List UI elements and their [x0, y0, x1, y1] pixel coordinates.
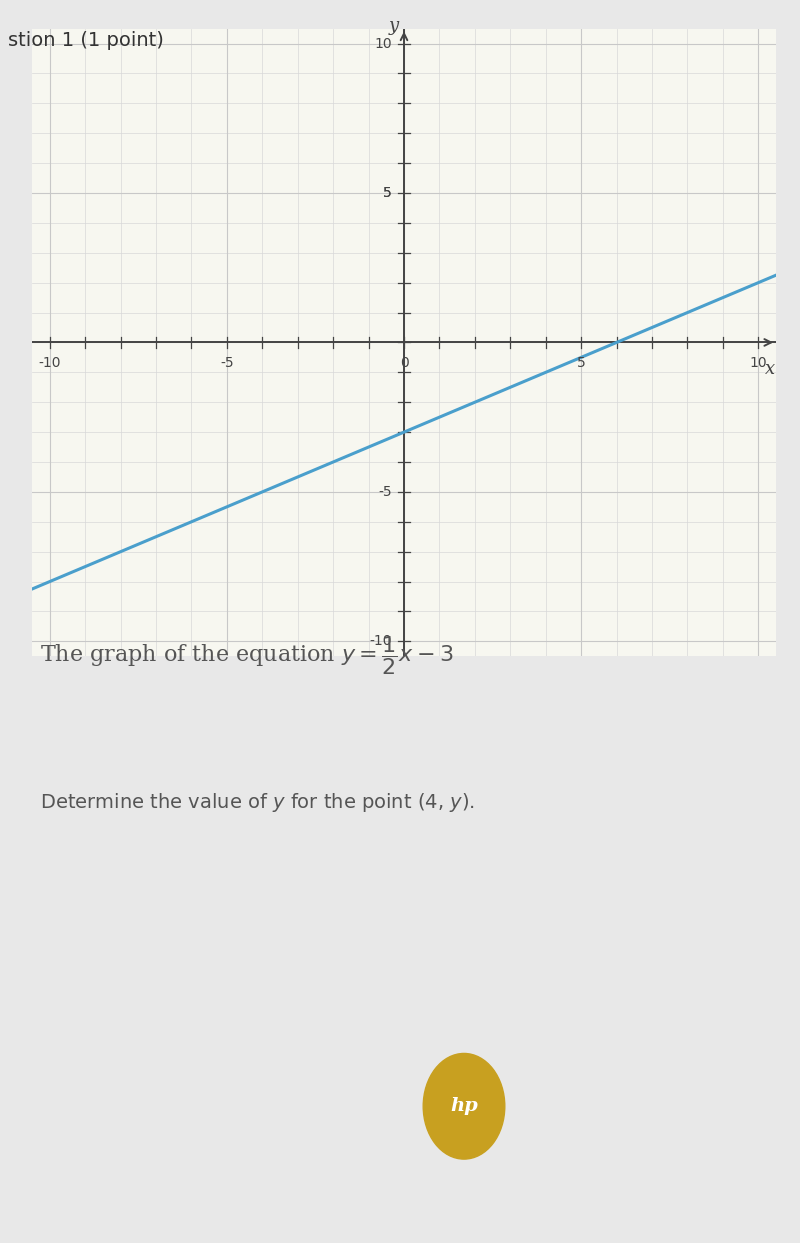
Text: y: y: [388, 16, 398, 35]
Text: -10: -10: [38, 355, 61, 370]
Text: hp: hp: [450, 1098, 478, 1115]
Text: 5: 5: [577, 355, 586, 370]
Text: 10: 10: [374, 36, 392, 51]
Text: -5: -5: [378, 485, 392, 498]
Text: 5: 5: [383, 186, 392, 200]
Text: x: x: [766, 360, 775, 378]
Text: 5: 5: [383, 186, 392, 200]
Text: 10: 10: [750, 355, 767, 370]
Text: -10: -10: [369, 634, 392, 649]
Text: The graph of the equation $\mathit{y} = \dfrac{1}{2}x - 3$: The graph of the equation $\mathit{y} = …: [40, 634, 454, 677]
Text: stion 1 (1 point): stion 1 (1 point): [8, 31, 164, 50]
Text: -5: -5: [220, 355, 234, 370]
Text: Determine the value of $y$ for the point (4, $y$).: Determine the value of $y$ for the point…: [40, 791, 475, 814]
Ellipse shape: [423, 1054, 505, 1158]
Text: 0: 0: [400, 355, 408, 370]
